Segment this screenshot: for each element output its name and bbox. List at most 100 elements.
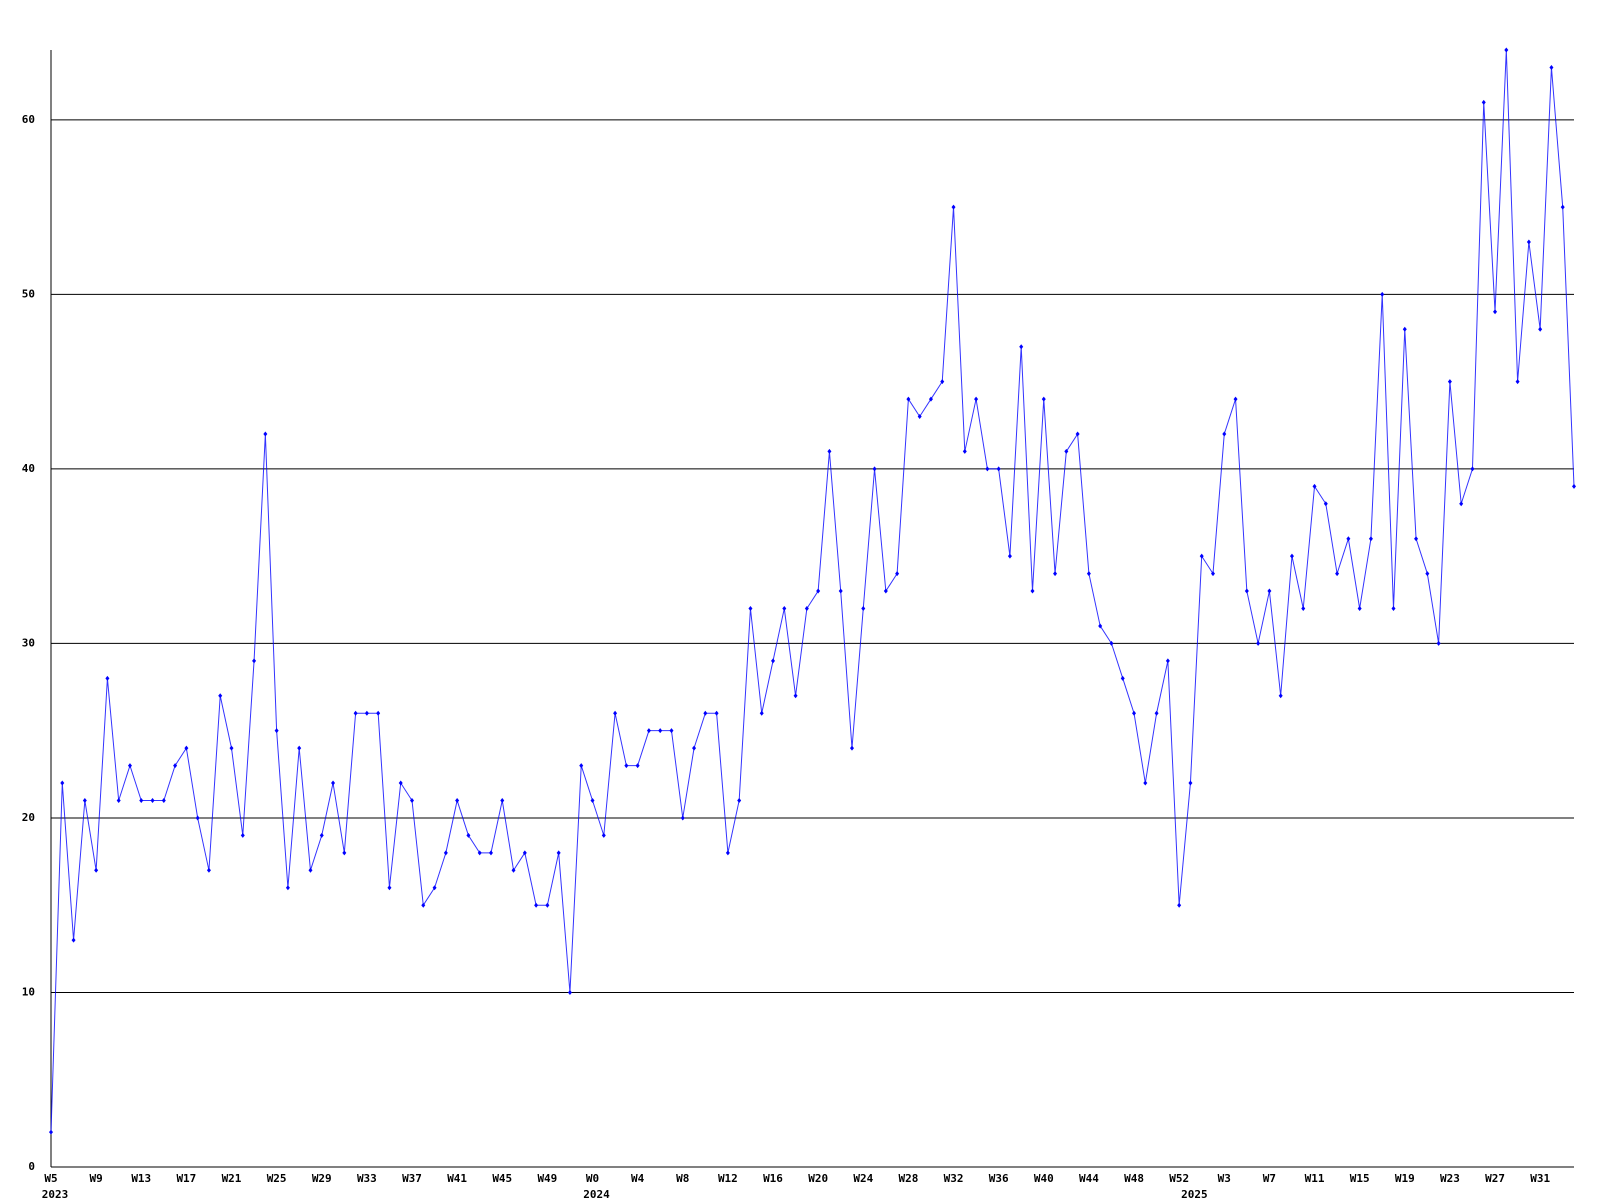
- x-tick-label: W48: [1124, 1172, 1144, 1185]
- data-point: [206, 867, 211, 873]
- x-tick-label: W3: [1218, 1172, 1231, 1185]
- data-point: [184, 745, 189, 751]
- data-point: [1019, 344, 1024, 350]
- data-point: [1177, 902, 1182, 908]
- data-point: [240, 832, 245, 838]
- x-tick-label: W41: [447, 1172, 467, 1185]
- x-tick-label: W13: [131, 1172, 151, 1185]
- data-point: [353, 710, 358, 716]
- data-point: [274, 728, 279, 734]
- y-tick-label: 30: [22, 636, 35, 649]
- data-point: [1086, 571, 1091, 577]
- data-point: [1515, 379, 1520, 385]
- data-point: [285, 885, 290, 891]
- x-tick-label: W20: [808, 1172, 828, 1185]
- x-tick-label: W49: [537, 1172, 557, 1185]
- data-point: [1368, 536, 1373, 542]
- y-tick-label: 0: [28, 1160, 35, 1173]
- x-tick-label: W25: [267, 1172, 287, 1185]
- data-point: [466, 832, 471, 838]
- data-point: [1244, 588, 1249, 594]
- data-point: [669, 728, 674, 734]
- x-tick-label: W7: [1263, 1172, 1276, 1185]
- data-point: [1267, 588, 1272, 594]
- data-point: [1098, 623, 1103, 629]
- data-point: [940, 379, 945, 385]
- data-point: [996, 466, 1001, 472]
- data-point: [646, 728, 651, 734]
- y-tick-label: 10: [22, 985, 35, 998]
- x-tick-label: W24: [853, 1172, 873, 1185]
- data-point: [1572, 483, 1576, 489]
- data-point: [1053, 571, 1058, 577]
- data-point: [1538, 326, 1543, 332]
- data-point: [252, 658, 257, 664]
- data-point: [263, 431, 268, 437]
- data-point: [1041, 396, 1046, 402]
- data-point: [1301, 606, 1306, 611]
- y-tick-label: 50: [22, 287, 35, 300]
- data-point: [94, 867, 99, 873]
- data-point: [387, 885, 392, 891]
- x-tick-label: W36: [989, 1172, 1009, 1185]
- x-tick-label: W23: [1440, 1172, 1460, 1185]
- x-tick-label: W40: [1034, 1172, 1054, 1185]
- x-tick-label: W5: [44, 1172, 57, 1185]
- data-point: [1425, 571, 1430, 577]
- data-point: [579, 763, 584, 769]
- data-point: [364, 710, 369, 716]
- y-tick-label: 40: [22, 462, 35, 475]
- data-point: [1233, 396, 1238, 402]
- data-point: [590, 797, 595, 803]
- x-tick-label: W33: [357, 1172, 377, 1185]
- data-point: [1188, 780, 1193, 786]
- data-point: [522, 850, 527, 856]
- x-tick-label: W21: [222, 1172, 242, 1185]
- data-point: [455, 797, 460, 803]
- data-point: [1007, 553, 1012, 559]
- data-point: [1278, 693, 1283, 699]
- data-point: [82, 797, 87, 803]
- data-point: [1289, 553, 1294, 559]
- data-point: [951, 204, 956, 210]
- data-point: [60, 780, 65, 786]
- data-point: [421, 902, 426, 908]
- x-tick-label: W16: [763, 1172, 783, 1185]
- data-point: [534, 902, 539, 908]
- data-point: [116, 797, 121, 803]
- data-point: [849, 745, 854, 751]
- data-point: [1549, 64, 1554, 70]
- data-point: [488, 850, 493, 856]
- x-tick-label: W29: [312, 1172, 332, 1185]
- x-tick-label: W44: [1079, 1172, 1099, 1185]
- data-point: [1030, 588, 1035, 594]
- x-tick-label: W15: [1350, 1172, 1370, 1185]
- x-tick-label: W32: [944, 1172, 964, 1185]
- x-tick-label: W19: [1395, 1172, 1415, 1185]
- data-point: [748, 606, 753, 611]
- data-point: [861, 606, 866, 611]
- x-tick-label: W52: [1169, 1172, 1189, 1185]
- data-point: [895, 571, 900, 577]
- data-point: [376, 710, 381, 716]
- x-tick-label: W37: [402, 1172, 422, 1185]
- data-point: [1470, 466, 1475, 472]
- data-point: [1154, 710, 1159, 716]
- data-point: [906, 396, 911, 402]
- x-tick-label: W9: [90, 1172, 103, 1185]
- data-point: [398, 780, 403, 786]
- data-point: [692, 745, 697, 751]
- data-point: [962, 448, 967, 454]
- data-point: [1222, 431, 1227, 437]
- data-point: [1560, 204, 1565, 210]
- data-point: [1143, 780, 1148, 786]
- data-point: [545, 902, 550, 908]
- data-point: [782, 606, 787, 611]
- data-point: [443, 850, 448, 856]
- data-point: [229, 745, 234, 751]
- data-point: [793, 693, 798, 699]
- data-point: [1312, 483, 1317, 489]
- data-point: [500, 797, 505, 803]
